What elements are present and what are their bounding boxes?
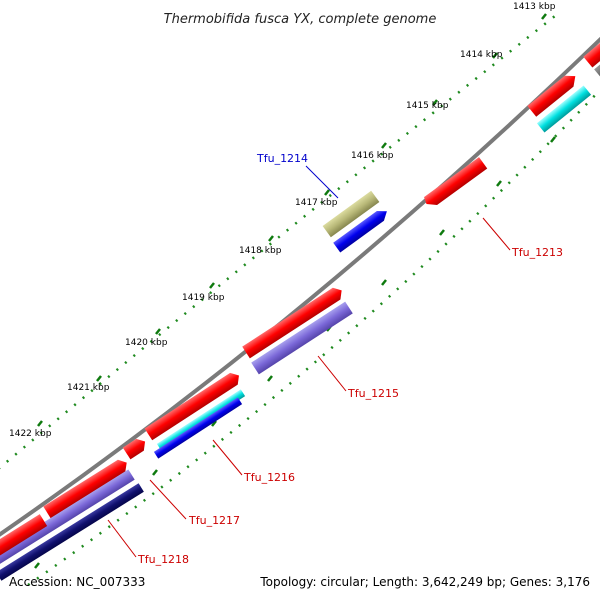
gene-feature-tfu-1214-khaki[interactable]	[322, 190, 380, 238]
gene-label-tfu-1216[interactable]: Tfu_1216	[243, 471, 295, 484]
gene-feature-tfu-1216[interactable]	[144, 370, 243, 441]
tick-label-1419: 1419 kbp	[182, 293, 225, 303]
genome-backbone	[0, 36, 600, 537]
tick-label-1413: 1413 kbp	[513, 2, 556, 12]
gene-feature-topright-cyan[interactable]	[536, 85, 592, 133]
gene-feature-tfu-1215-violet[interactable]	[251, 301, 353, 375]
gene-feature-tfu-1215[interactable]	[242, 285, 345, 359]
accession-text: Accession: NC_007333	[9, 575, 145, 589]
gene-label-tfu-1217[interactable]: Tfu_1217	[188, 514, 240, 527]
tick-label-1414: 1414 kbp	[460, 50, 503, 60]
tick-label-1420: 1420 kbp	[125, 338, 168, 348]
gene-feature-topright-red-1[interactable]	[583, 41, 600, 68]
gene-feature-tfu-1218-navy[interactable]	[0, 483, 144, 581]
gene-feature-topright-red-2[interactable]	[527, 71, 579, 117]
gene-label-tfu-1214[interactable]: Tfu_1214	[256, 152, 308, 165]
gene-feature-tfu-1218[interactable]	[43, 457, 130, 519]
gene-feature-left-red[interactable]	[0, 514, 48, 558]
outer-major-ticks	[37, 13, 547, 427]
tick-label-1422: 1422 kbp	[9, 429, 52, 439]
map-title: Thermobifida fusca YX, complete genome	[164, 12, 437, 27]
tick-label-1416: 1416 kbp	[351, 151, 394, 161]
gene-label-tfu-1213[interactable]: Tfu_1213	[511, 246, 563, 259]
gene-feature-tfu-1217[interactable]	[122, 436, 149, 460]
tick-label-1417: 1417 kbp	[295, 198, 338, 208]
genome-summary-text: Topology: circular; Length: 3,642,249 bp…	[259, 575, 590, 589]
tick-label-1415: 1415 kbp	[406, 101, 449, 111]
tick-label-1418: 1418 kbp	[239, 246, 282, 256]
tick-label-1421: 1421 kbp	[67, 383, 110, 393]
gene-label-tfu-1218[interactable]: Tfu_1218	[137, 553, 189, 566]
gene-feature-tfu-1213[interactable]	[422, 157, 488, 209]
gene-feature-tfu-1216-blue[interactable]	[153, 397, 243, 459]
gene-feature-tfu-1218-violet[interactable]	[0, 469, 135, 566]
gene-feature-tfu-1214[interactable]	[333, 206, 390, 253]
label-leader-lines	[107, 165, 511, 558]
gene-feature-tfu-1216-cyan[interactable]	[156, 389, 246, 451]
gene-label-tfu-1215[interactable]: Tfu_1215	[347, 387, 399, 400]
outer-tick-track	[0, 11, 561, 470]
